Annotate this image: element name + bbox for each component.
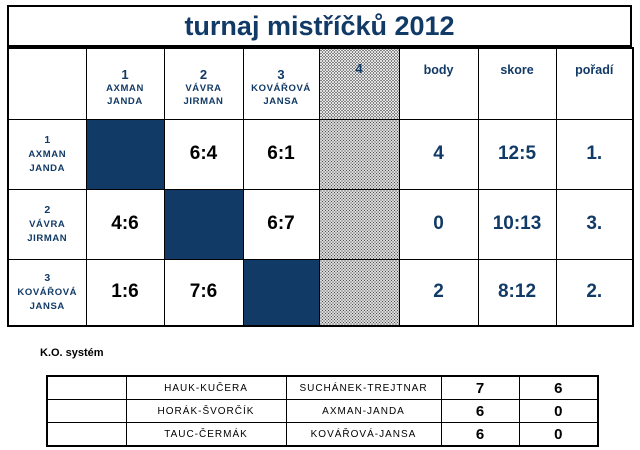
corner-cell [7,47,87,120]
match-result-2v1: 4:6 [85,188,165,260]
player-name-line2: JANDA [107,95,143,107]
ko-empty-cell [46,375,127,400]
unused-column-cell [318,118,400,190]
player-name-line1: AXMAN [106,82,144,94]
ko-team1: TAUC-ČERMÁK [125,422,287,447]
body-value: 2 [398,258,479,327]
column-header-player-1: 1 AXMAN JANDA [85,47,165,120]
diagonal-blocked-cell [163,188,244,260]
player-name-line2: JIRMAN [183,95,224,107]
page-title: turnaj mistříčků 2012 [184,10,455,41]
ko-team2: AXMAN-JANDA [285,399,442,423]
column-header-unused-4: 4 [318,47,400,120]
column-header-skore: skore [477,47,557,120]
table-row-player-3: 3 KOVÁŘOVÁ JANSA 1:6 7:6 2 8:12 2. [7,258,634,327]
body-value: 4 [398,118,479,190]
ko-score1: 7 [440,375,520,400]
match-result-3v1: 1:6 [85,258,165,327]
ko-score1: 6 [440,399,520,423]
diagonal-blocked-cell [85,118,165,190]
ko-score1: 6 [440,422,520,447]
player-name-line1: KOVÁŘOVÁ [251,82,311,94]
ko-system-table: HAUK-KUČERA SUCHÁNEK-TREJTNAR 7 6 HORÁK-… [46,375,599,447]
ko-system-label: K.O. systém [40,347,104,359]
player-name-line1: VÁVRA [185,82,222,94]
ko-empty-cell [46,422,127,447]
skore-value: 8:12 [477,258,557,327]
title-bar: turnaj mistříčků 2012 [7,5,632,47]
ko-score2: 6 [518,375,599,400]
ko-score2: 0 [518,399,599,423]
body-value: 0 [398,188,479,260]
tournament-sheet: turnaj mistříčků 2012 1 AXMAN JANDA [7,5,634,327]
ko-row-3: TAUC-ČERMÁK KOVÁŘOVÁ-JANSA 6 0 [46,422,599,447]
round-robin-table: 1 AXMAN JANDA 2 VÁVRA JIRMAN [7,47,634,327]
skore-value: 10:13 [477,188,557,260]
diagonal-blocked-cell [242,258,320,327]
header-row: 1 AXMAN JANDA 2 VÁVRA JIRMAN [7,47,634,120]
row-header-player-1: 1 AXMAN JANDA [7,118,87,190]
ko-team2: KOVÁŘOVÁ-JANSA [285,422,442,447]
column-header-player-2: 2 VÁVRA JIRMAN [163,47,244,120]
column-header-body: body [398,47,479,120]
unused-column-cell [318,188,400,260]
ko-empty-cell [46,399,127,423]
player-number: 1 [121,66,129,82]
ko-row-2: HORÁK-ŠVORČÍK AXMAN-JANDA 6 0 [46,399,599,423]
player-number: 4 [355,61,363,76]
column-header-player-3: 3 KOVÁŘOVÁ JANSA [242,47,320,120]
column-header-poradi: pořadí [555,47,634,120]
match-result-1v3: 6:1 [242,118,320,190]
row-header-player-2: 2 VÁVRA JIRMAN [7,188,87,260]
unused-column-cell [318,258,400,327]
poradi-value: 3. [555,188,634,260]
ko-score2: 0 [518,422,599,447]
poradi-value: 1. [555,118,634,190]
ko-team1: HORÁK-ŠVORČÍK [125,399,287,423]
ko-team2: SUCHÁNEK-TREJTNAR [285,375,442,400]
ko-team1: HAUK-KUČERA [125,375,287,400]
match-result-3v2: 7:6 [163,258,244,327]
table-row-player-2: 2 VÁVRA JIRMAN 4:6 6:7 0 10:13 3. [7,188,634,260]
player-name-line2: JANSA [263,95,299,107]
player-number: 2 [199,66,208,82]
row-header-player-3: 3 KOVÁŘOVÁ JANSA [7,258,87,327]
poradi-value: 2. [555,258,634,327]
ko-row-1: HAUK-KUČERA SUCHÁNEK-TREJTNAR 7 6 [46,375,599,400]
player-number: 3 [277,66,285,82]
table-row-player-1: 1 AXMAN JANDA 6:4 6:1 4 12:5 1. [7,118,634,190]
match-result-2v3: 6:7 [242,188,320,260]
skore-value: 12:5 [477,118,557,190]
match-result-1v2: 6:4 [163,118,244,190]
